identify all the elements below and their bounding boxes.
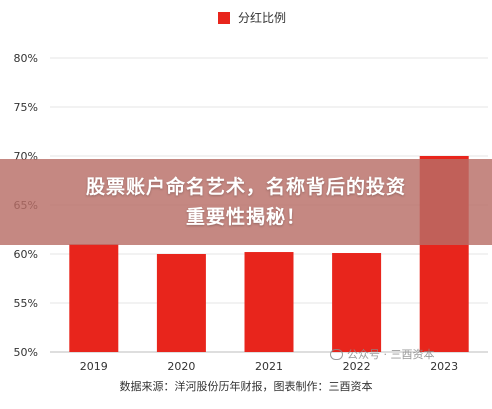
title-overlay-banner: 股票账户命名艺术，名称背后的投资 重要性揭秘！	[0, 159, 492, 245]
legend-label: 分红比例	[238, 11, 287, 25]
overlay-title-line-2: 重要性揭秘！	[185, 206, 306, 228]
x-tick-label: 2022	[343, 360, 371, 373]
overlay-title-line-1: 股票账户命名艺术，名称背后的投资	[85, 176, 406, 198]
bar-2021	[244, 252, 294, 352]
wechat-icon	[330, 348, 343, 360]
x-tick-label: 2019	[80, 360, 108, 373]
watermark: 公众号 · 三酉资本	[330, 346, 435, 362]
watermark-text: 公众号 · 三酉资本	[347, 348, 435, 361]
legend-swatch	[218, 11, 230, 24]
x-axis-tick-labels: 2019 2020 2021 2022 2023	[80, 360, 458, 373]
y-tick-label: 60%	[14, 248, 38, 261]
bar-series	[69, 156, 469, 352]
bar-2019	[69, 244, 119, 352]
source-note: 数据来源：洋河股份历年财报，图表制作：三酉资本	[119, 380, 373, 393]
x-tick-label: 2023	[430, 360, 458, 373]
y-tick-label: 75%	[14, 101, 38, 114]
legend: 分红比例	[218, 9, 286, 26]
y-tick-label: 80%	[14, 52, 38, 65]
x-tick-label: 2020	[167, 360, 195, 373]
y-tick-label: 55%	[14, 297, 38, 310]
x-tick-label: 2021	[255, 360, 283, 373]
bar-2022	[332, 253, 382, 352]
bar-2020	[156, 254, 206, 352]
y-tick-label: 50%	[14, 346, 38, 359]
